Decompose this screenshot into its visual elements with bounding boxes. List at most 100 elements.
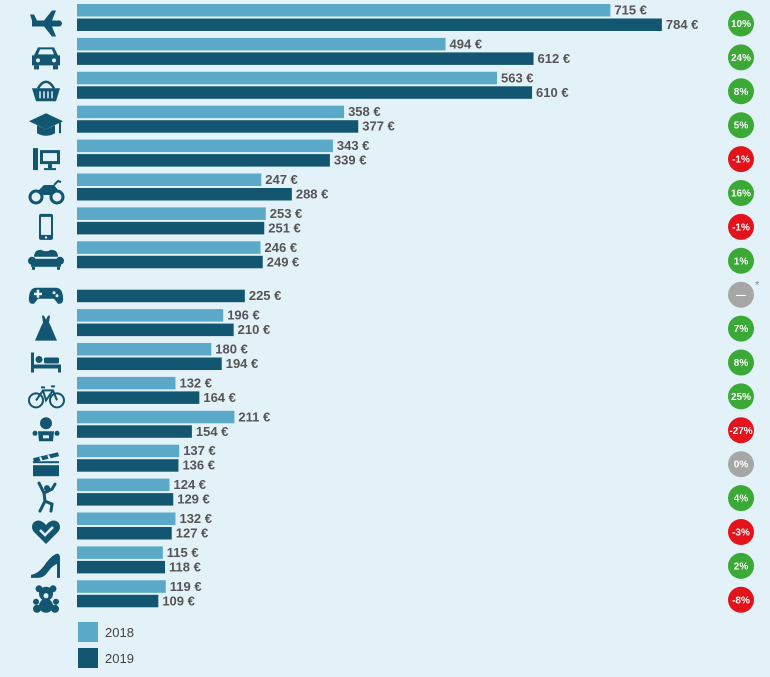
bar-2018 (77, 512, 176, 525)
bar-2018 (77, 139, 333, 153)
value-label-2018: 196 € (227, 308, 260, 323)
high-heel-icon (31, 553, 60, 578)
change-label: -27% (729, 426, 752, 437)
change-badge: 16% (728, 180, 754, 206)
change-label: 1% (734, 256, 749, 267)
bar-2018 (77, 309, 224, 322)
bar-2018 (77, 444, 180, 458)
value-label-2019: 251 € (268, 220, 301, 235)
change-label: 10% (731, 19, 751, 30)
value-label-2018: 343 € (337, 138, 370, 153)
bar-2018 (77, 376, 176, 390)
category-row: 715 € 784 € 10% (30, 3, 754, 37)
change-badge: -3% (728, 519, 754, 545)
change-label: -1% (732, 222, 750, 233)
value-label-2018: 247 € (265, 172, 298, 187)
bar-2019 (77, 323, 234, 337)
bar-2018 (77, 241, 261, 254)
bar-2018 (77, 546, 163, 559)
value-label-2019: 154 € (196, 424, 229, 439)
bar-2019 (77, 493, 174, 506)
footnote-mark: * (755, 280, 760, 292)
change-badge: -27% (728, 417, 754, 444)
change-badge: 5% (728, 112, 754, 139)
bar-2018 (77, 105, 345, 119)
bar-2019 (77, 357, 222, 370)
change-label: 25% (731, 392, 751, 403)
change-label: 7% (734, 324, 749, 335)
graduation-cap-icon (29, 113, 63, 136)
bar-2019 (77, 527, 172, 540)
value-label-2018: 137 € (183, 443, 216, 458)
change-badge: 2% (728, 552, 754, 579)
value-label-2019: 288 € (296, 187, 329, 202)
bar-2018 (77, 173, 262, 186)
category-row: 124 €129 € 4% (37, 477, 754, 513)
legend-swatch-2018 (78, 622, 98, 642)
value-label-2019: 784 € (666, 17, 699, 32)
category-bar-chart: 715 € 784 € 10% 494 € 612 € 24% 563 €610 € 8% 35… (28, 3, 760, 613)
heart-check-icon (32, 520, 60, 544)
category-row: 343 €339 € -1% (33, 138, 754, 173)
bar-2019 (77, 425, 192, 438)
value-label-2019: 164 € (203, 390, 236, 405)
baby-icon (32, 417, 60, 442)
change-badge: 7% (728, 315, 754, 342)
change-badge: 25% (728, 383, 754, 410)
change-label: -3% (732, 528, 750, 539)
value-label-2018: 132 € (179, 511, 212, 526)
car-icon (32, 47, 60, 70)
bar-2019 (77, 18, 662, 31)
bed-icon (31, 352, 61, 373)
value-label-2018: 132 € (179, 375, 212, 390)
category-row: 494 € 612 € 24% (32, 36, 754, 71)
plane-icon (30, 10, 62, 37)
bar-2019 (77, 391, 200, 404)
category-row: 180 €194 € 8% (31, 342, 754, 376)
value-label-2019: 210 € (238, 322, 271, 337)
value-label-2019: 610 € (536, 85, 569, 100)
bar-2019 (77, 188, 292, 201)
value-label-2018: 119 € (170, 579, 202, 594)
change-label: 8% (734, 87, 749, 98)
value-label-2019: 118 € (169, 559, 201, 574)
value-label-2019: 339 € (334, 153, 367, 168)
value-label-2018: 358 € (348, 104, 381, 119)
value-label-2019: 249 € (267, 254, 300, 269)
bar-2019 (77, 154, 330, 167)
category-row: 132 €127 € -3% (32, 511, 754, 545)
value-label-2019: 194 € (226, 356, 259, 371)
category-row: 563 €610 € 8% (32, 70, 754, 105)
bar-2018 (77, 343, 212, 356)
bar-2018 (77, 207, 266, 220)
value-label-2018: 253 € (270, 206, 303, 221)
bar-2018 (77, 478, 170, 492)
value-label-2018: 494 € (450, 36, 483, 51)
bar-2019 (77, 52, 534, 65)
value-label-2018: 124 € (174, 477, 207, 492)
value-label-2019: 129 € (177, 492, 210, 507)
category-row: 119 €109 € -8% (33, 579, 754, 613)
category-row: 358 €377 € 5% (29, 104, 754, 139)
category-row: 247 €288 € 16% (28, 172, 754, 206)
value-label-2019: 225 € (249, 288, 282, 303)
legend-swatch-2019 (78, 648, 98, 668)
legend-item-2019: 2019 (78, 648, 198, 668)
category-row: 225 € — * (28, 280, 760, 308)
category-row: 211 € 154 € -27% (32, 409, 754, 444)
change-badge: -8% (728, 586, 754, 613)
bar-2018 (77, 71, 497, 85)
change-badge: 24% (728, 44, 754, 71)
bar-2019 (77, 86, 533, 99)
bar-2019 (77, 120, 359, 133)
value-label-2018: 715 € (614, 3, 647, 18)
clapperboard-icon (33, 452, 59, 477)
change-label: 5% (734, 121, 749, 132)
bar-2018 (77, 580, 166, 593)
bar-2018 (77, 410, 235, 424)
value-label-2019: 612 € (538, 51, 571, 66)
change-label: — (736, 290, 746, 301)
legend-label-2019: 2019 (105, 651, 134, 666)
value-label-2018: 563 € (501, 70, 534, 85)
value-label-2019: 377 € (362, 119, 395, 134)
